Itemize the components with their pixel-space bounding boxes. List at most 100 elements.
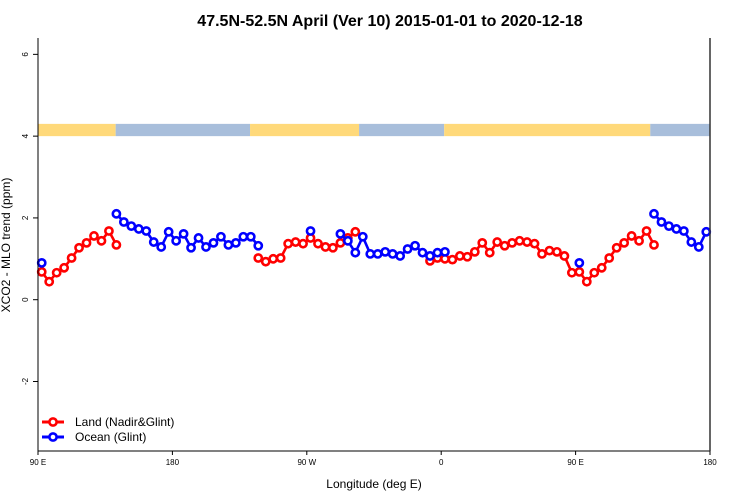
land-data-point — [469, 246, 480, 257]
axes: 90 E 180 90 W 0 90 E 180 -2 0 2 4 6 — [21, 38, 717, 467]
ocean-data-point — [395, 251, 406, 261]
land-data-point — [492, 237, 503, 247]
land-data-point — [253, 253, 264, 263]
land-data-point — [499, 240, 510, 251]
x-tick-label: 90 E — [567, 458, 583, 467]
land-data-point — [604, 253, 615, 263]
strip-ocean — [115, 123, 251, 137]
land-data-point — [74, 242, 84, 253]
y-axis-label: XCO2 - MLO trend (ppm) — [0, 178, 13, 313]
land-data-point — [611, 242, 622, 253]
ocean-data-point — [193, 233, 204, 243]
ocean-data-point — [305, 226, 316, 236]
x-tick-label: 90 E — [30, 458, 46, 467]
y-tick-label: 0 — [21, 297, 30, 302]
ocean-data-point — [141, 226, 152, 236]
land-data-point — [51, 267, 62, 278]
ocean-data-point — [417, 247, 428, 258]
land-data-point — [268, 253, 279, 264]
strip-ocean — [359, 123, 445, 137]
ocean-data-point — [380, 246, 391, 257]
ocean-data-point — [253, 240, 264, 251]
ocean-data-point — [686, 237, 697, 247]
legend-ocean-label: Ocean (Glint) — [75, 430, 146, 444]
ocean-data-point — [36, 258, 47, 268]
ocean-data-point — [238, 231, 249, 242]
land-data-point — [96, 235, 107, 246]
ocean-data-point — [171, 235, 182, 246]
x-tick-label: 180 — [166, 458, 180, 467]
ocean-data-point — [410, 240, 420, 251]
x-tick-label: 180 — [703, 458, 717, 467]
ocean-data-point — [387, 249, 398, 259]
ocean-data-point — [163, 226, 174, 237]
strip-land — [444, 123, 651, 137]
ocean-data-point — [656, 217, 667, 227]
land-data-point — [589, 267, 600, 278]
land-data-point — [619, 237, 630, 248]
ocean-data-point — [701, 226, 712, 237]
land-data-point — [462, 251, 473, 262]
ocean-data-point — [148, 237, 159, 247]
land-data-point — [514, 235, 525, 246]
land-data-point — [313, 238, 323, 249]
land-data-point — [626, 231, 637, 241]
land-data-point — [574, 266, 585, 277]
strip-ocean — [650, 123, 710, 137]
land-data-point — [477, 237, 488, 248]
ocean-data-point — [440, 246, 450, 257]
land-data-point — [320, 242, 331, 252]
x-tick-label: 0 — [439, 458, 444, 467]
y-tick-label: 4 — [21, 133, 30, 138]
land-data-point — [283, 238, 294, 249]
ocean-data-point — [342, 235, 353, 246]
strip-land — [38, 123, 116, 137]
ocean-data-point — [186, 242, 196, 253]
x-axis-label: Longitude (deg E) — [326, 477, 421, 491]
land-data-point — [335, 237, 346, 248]
ocean-data-point — [126, 221, 137, 231]
land-data-point — [104, 226, 114, 236]
ocean-data-point — [365, 249, 376, 259]
ocean-data-point — [118, 217, 129, 227]
ocean-data-point — [156, 242, 167, 252]
legend: Land (Nadir&Glint) Ocean (Glint) — [42, 415, 174, 444]
ocean-data-point — [357, 231, 368, 242]
ocean-data-point — [649, 208, 659, 219]
y-tick-label: 2 — [21, 215, 30, 220]
ocean-data-point — [178, 228, 189, 239]
land-data-point — [59, 262, 70, 273]
series-group — [36, 208, 712, 287]
strip-land — [250, 123, 360, 137]
land-data-point — [298, 238, 308, 249]
land-data-point — [44, 276, 55, 287]
land-data-point — [454, 251, 465, 261]
ocean-data-point — [574, 258, 585, 268]
land-data-point — [111, 240, 122, 250]
ocean-data-point — [335, 228, 346, 239]
land-data-point — [290, 237, 301, 247]
legend-land-marker — [48, 417, 58, 427]
land-data-point — [537, 249, 547, 259]
surface-strip — [38, 123, 710, 137]
land-data-point — [89, 231, 99, 241]
x-tick-label: 90 W — [297, 458, 316, 467]
ocean-data-point — [245, 231, 256, 242]
land-data-point — [81, 237, 92, 248]
ocean-data-point — [208, 237, 219, 248]
ocean-data-point — [372, 249, 383, 259]
ocean-data-point — [671, 224, 682, 234]
land-data-point — [581, 276, 592, 287]
chart-title: 47.5N-52.5N April (Ver 10) 2015-01-01 to… — [197, 13, 583, 30]
land-data-point — [559, 251, 570, 261]
land-data-point — [275, 253, 286, 263]
land-data-point — [544, 245, 555, 256]
ocean-data-point — [111, 208, 122, 219]
land-data-point — [36, 266, 47, 277]
y-tick-label: -2 — [21, 377, 30, 385]
land-data-point — [596, 262, 607, 273]
ocean-data-point — [664, 221, 674, 231]
land-data-point — [634, 235, 644, 246]
ocean-data-point — [223, 240, 234, 250]
